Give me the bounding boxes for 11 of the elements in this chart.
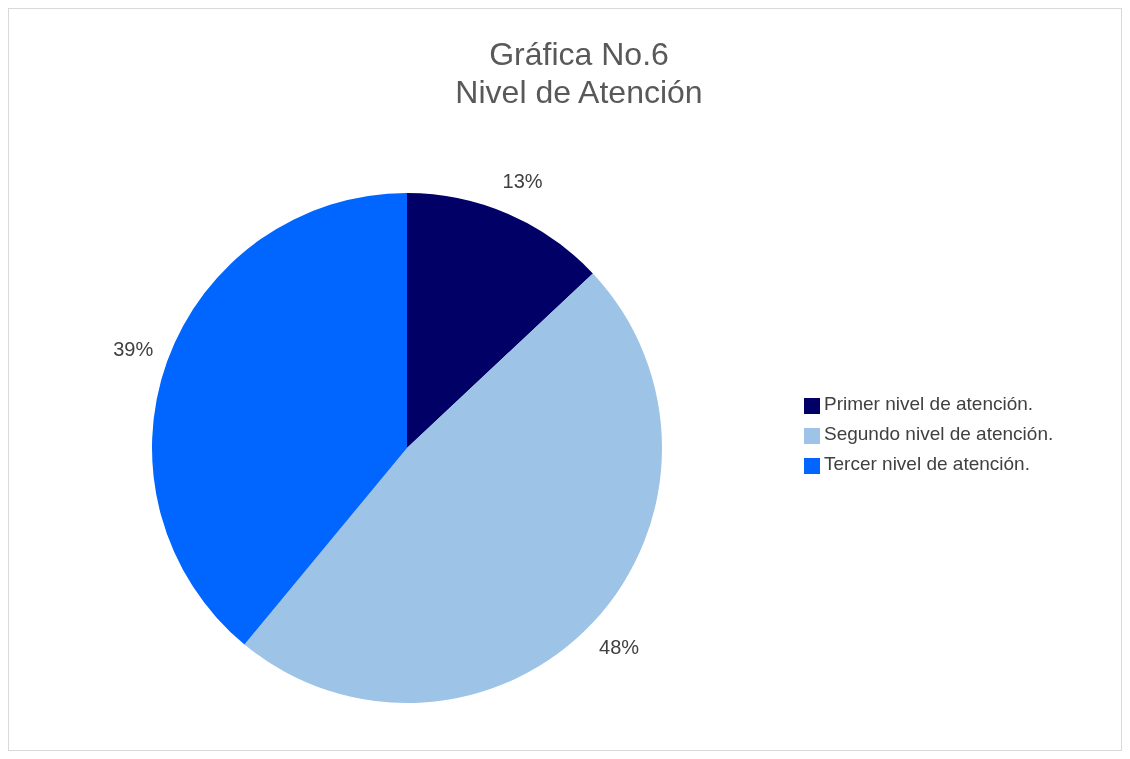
data-label: 39% [113,338,154,361]
pie-slice [152,193,407,645]
legend-label: Segundo nivel de atención. [824,423,1054,444]
data-label: 13% [502,169,543,192]
data-label: 48% [599,636,640,659]
pie-slice [244,273,662,703]
chart-title: Gráfica No.6 [488,35,670,73]
chart-subtitle: Nivel de Atención [454,73,704,111]
pie-slice [407,193,593,448]
legend-label: Tercer nivel de atención. [824,453,1030,474]
legend-label: Primer nivel de atención. [824,393,1034,414]
